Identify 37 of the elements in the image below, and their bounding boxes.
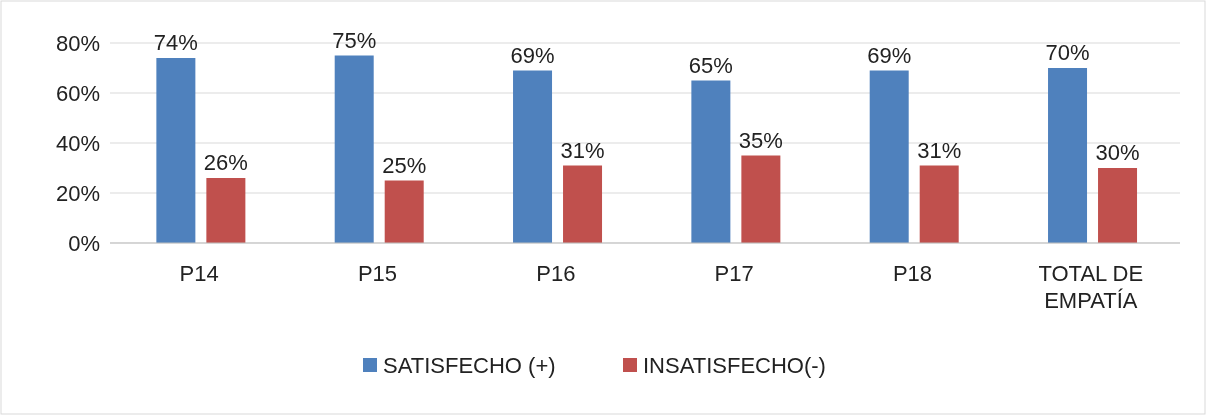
bar: [156, 58, 196, 243]
x-tick-label: P16: [536, 261, 576, 286]
data-label: 75%: [332, 27, 377, 53]
data-label: 25%: [382, 152, 427, 178]
bar: [1048, 68, 1088, 243]
bar: [334, 55, 374, 243]
bar: [513, 70, 553, 243]
bar: [869, 70, 909, 243]
data-label: 35%: [738, 127, 783, 153]
y-tick-label: 20%: [55, 180, 100, 206]
data-label: 26%: [203, 150, 248, 175]
y-tick-label: 60%: [55, 80, 100, 106]
bar: [1098, 168, 1138, 243]
bar: [919, 165, 959, 243]
y-tick-label: 0%: [68, 230, 100, 256]
legend-label: INSATISFECHO(-): [643, 352, 826, 378]
x-tick-label: TOTAL DE EMPATÍA: [1038, 261, 1144, 313]
bar: [691, 80, 731, 243]
y-tick-label: 40%: [55, 130, 100, 156]
data-label: 65%: [688, 52, 733, 78]
x-tick-label: P18: [892, 261, 933, 286]
data-label: 31%: [560, 137, 605, 163]
x-tick-label: P17: [714, 261, 754, 286]
bar: [741, 155, 781, 243]
data-label: 69%: [867, 42, 912, 68]
x-tick-label: P15: [357, 261, 398, 286]
bar: [384, 180, 424, 243]
data-label: 74%: [153, 30, 198, 55]
legend-label: SATISFECHO (+): [383, 352, 556, 378]
data-label: 31%: [917, 137, 962, 163]
bar: [206, 178, 246, 243]
data-label: 30%: [1095, 140, 1140, 165]
data-label: 69%: [510, 42, 555, 68]
data-label: 70%: [1045, 40, 1090, 65]
y-tick-label: 80%: [55, 30, 100, 56]
x-tick-label: P14: [179, 261, 219, 286]
bar: [563, 165, 603, 243]
